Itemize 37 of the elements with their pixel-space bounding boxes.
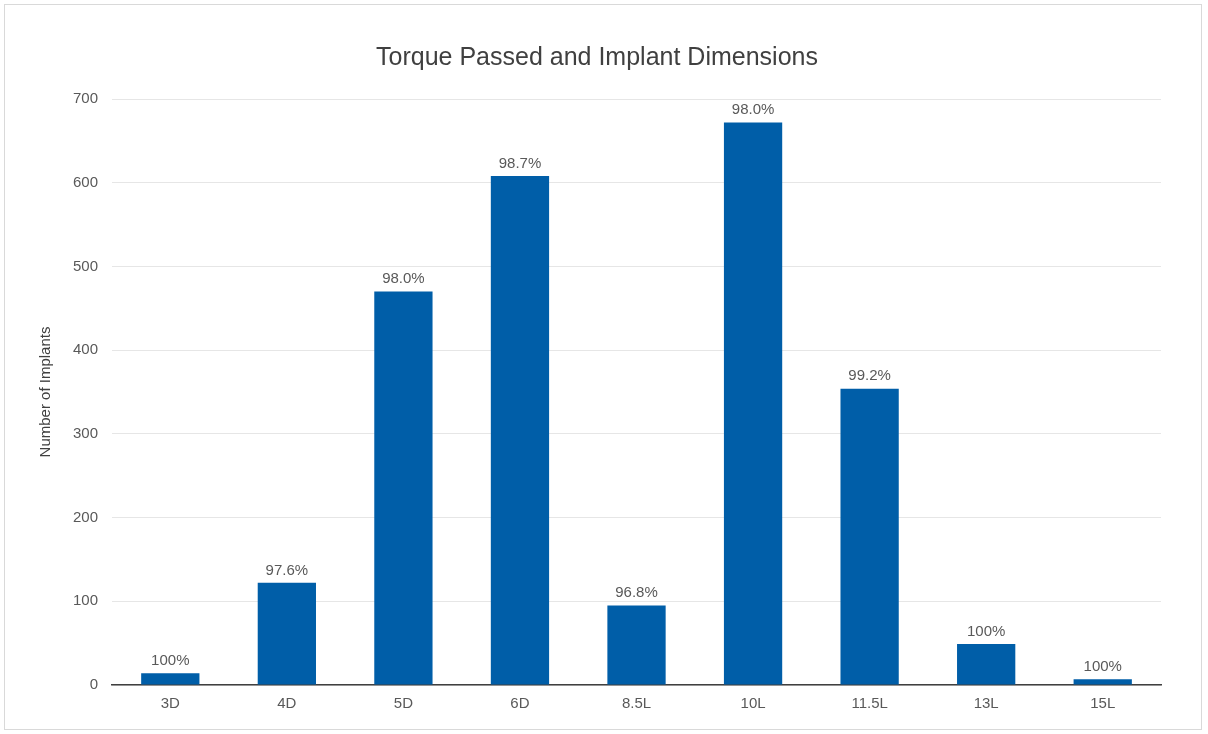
annotation: 96.8%: [615, 583, 658, 601]
bar: [490, 176, 550, 685]
bar: [957, 643, 1016, 685]
annotation: 100%: [1083, 656, 1122, 674]
x-tick-label: 3D: [160, 694, 181, 712]
y-tick-label: 400: [73, 340, 99, 358]
bar: [141, 673, 200, 685]
bar: [723, 122, 783, 685]
y-tick-label: 200: [73, 507, 99, 525]
annotation: 98.7%: [498, 153, 542, 171]
y-axis-title: Number of Implants: [36, 326, 54, 458]
x-tick-label: 6D: [510, 694, 530, 712]
x-tick-label: 13L: [973, 694, 999, 712]
annotation: 98.0%: [382, 269, 425, 287]
bar: [1073, 679, 1132, 685]
bar: [257, 582, 316, 685]
x-tick-label: 8.5L: [621, 694, 652, 712]
y-tick-label: 500: [73, 256, 99, 274]
y-tick-label: 600: [73, 172, 99, 190]
x-tick-label: 5D: [393, 694, 414, 712]
y-tick-label: 0: [89, 675, 99, 693]
x-tick-label: 10L: [740, 694, 766, 712]
bar: [607, 605, 666, 685]
x-tick-label: 11.5L: [851, 694, 888, 712]
annotation: 99.2%: [848, 366, 891, 384]
y-tick-label: 700: [73, 89, 99, 107]
annotation: 100%: [966, 621, 1006, 639]
chart-title: Torque Passed and Implant Dimensions: [376, 41, 818, 70]
y-tick-label: 100: [73, 591, 99, 609]
bar: [374, 291, 433, 685]
annotation: 97.6%: [265, 560, 309, 578]
annotation: 98.0%: [731, 100, 775, 118]
x-tick-label: 15L: [1090, 694, 1116, 712]
annotation: 100%: [151, 650, 190, 668]
y-tick-label: 300: [73, 424, 99, 441]
x-tick-label: 4D: [277, 694, 297, 712]
bar: [840, 388, 899, 685]
